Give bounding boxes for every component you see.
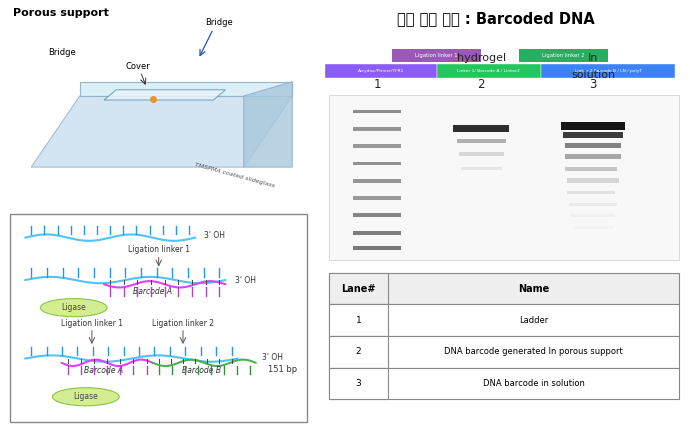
Bar (325, 64, 437, 78)
Bar (565, 143, 621, 148)
Bar (353, 196, 402, 200)
Text: Ligation linker 1: Ligation linker 1 (415, 53, 458, 58)
Text: Barcode A: Barcode A (84, 366, 124, 375)
Text: Ligation linker 2: Ligation linker 2 (152, 319, 214, 328)
Text: Barcode A: Barcode A (133, 287, 172, 296)
Bar (459, 152, 504, 156)
Text: Bridge: Bridge (48, 48, 75, 57)
Text: 3' OH: 3' OH (262, 353, 283, 362)
Text: 151 bp: 151 bp (268, 365, 297, 374)
Bar (569, 203, 618, 206)
Text: Bridge: Bridge (206, 18, 233, 27)
Bar (353, 231, 402, 235)
Text: DNA barcode generated In porous support: DNA barcode generated In porous support (444, 347, 623, 356)
Text: 3: 3 (355, 379, 362, 388)
Bar (457, 139, 506, 143)
Text: 3' OH: 3' OH (204, 231, 225, 240)
Text: Cover: Cover (125, 62, 150, 71)
Bar (328, 368, 679, 399)
Text: DNA barcode in solution: DNA barcode in solution (482, 379, 584, 388)
Bar (328, 368, 388, 399)
Bar (567, 178, 619, 183)
Bar (353, 246, 402, 250)
Polygon shape (80, 82, 293, 96)
Text: Ligase: Ligase (61, 303, 86, 312)
Text: Porous support: Porous support (13, 8, 109, 18)
Ellipse shape (40, 299, 107, 317)
Text: TMSPMA coated slideglass: TMSPMA coated slideglass (194, 162, 275, 188)
Bar (565, 167, 618, 171)
Text: 3' OH: 3' OH (235, 275, 255, 284)
Bar (353, 179, 402, 183)
Bar (328, 336, 679, 368)
Text: 3: 3 (589, 78, 597, 91)
Bar (328, 95, 679, 260)
Bar (353, 213, 402, 217)
Bar (328, 336, 388, 368)
Bar (519, 49, 608, 62)
Text: Ligation linker 1: Ligation linker 1 (61, 319, 123, 328)
Bar (567, 191, 615, 194)
Bar (328, 304, 388, 336)
Text: 2: 2 (477, 78, 485, 91)
Bar (328, 273, 388, 304)
Text: Ladder: Ladder (519, 316, 548, 325)
Bar (392, 49, 482, 62)
Text: Linker 2 Barcode B / LN / polyT: Linker 2 Barcode B / LN / polyT (575, 69, 642, 73)
Bar (573, 226, 613, 229)
Bar (453, 125, 509, 132)
Text: Name: Name (518, 284, 549, 294)
Text: Barcode B: Barcode B (181, 366, 221, 375)
Text: Ligation linker 2: Ligation linker 2 (542, 53, 584, 58)
Bar (571, 214, 615, 217)
Text: 1: 1 (373, 78, 381, 91)
Text: Linker 1/ Barcode A / Linker2: Linker 1/ Barcode A / Linker2 (457, 69, 520, 73)
Bar (353, 127, 402, 131)
Text: 1: 1 (355, 316, 362, 325)
Text: solution: solution (571, 70, 615, 80)
Bar (562, 122, 625, 130)
Text: 가장 진한 밴드 : Barcoded DNA: 가장 진한 밴드 : Barcoded DNA (397, 11, 595, 26)
Bar (563, 132, 623, 138)
Bar (437, 64, 541, 78)
Bar (328, 304, 679, 336)
Text: Ligase: Ligase (73, 392, 98, 401)
Polygon shape (31, 96, 293, 167)
Text: hydrogel: hydrogel (457, 53, 506, 63)
Text: Acrydisc/Primer/TFR1: Acrydisc/Primer/TFR1 (357, 69, 404, 73)
Polygon shape (244, 82, 293, 167)
Text: Ligation linker 1: Ligation linker 1 (128, 246, 190, 255)
Bar (353, 144, 402, 148)
Bar (328, 273, 679, 304)
Ellipse shape (52, 388, 119, 406)
Text: 2: 2 (355, 347, 361, 356)
Bar (461, 167, 502, 170)
Bar (541, 64, 675, 78)
Text: In: In (588, 53, 598, 63)
Bar (565, 154, 621, 159)
Text: Lane#: Lane# (341, 284, 375, 294)
Bar (353, 162, 402, 165)
Polygon shape (104, 90, 226, 100)
Bar (353, 110, 402, 113)
